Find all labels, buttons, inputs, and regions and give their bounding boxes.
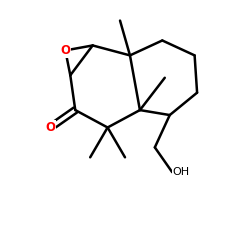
Text: OH: OH (172, 167, 189, 177)
Text: O: O (60, 44, 70, 57)
Text: O: O (46, 121, 56, 134)
